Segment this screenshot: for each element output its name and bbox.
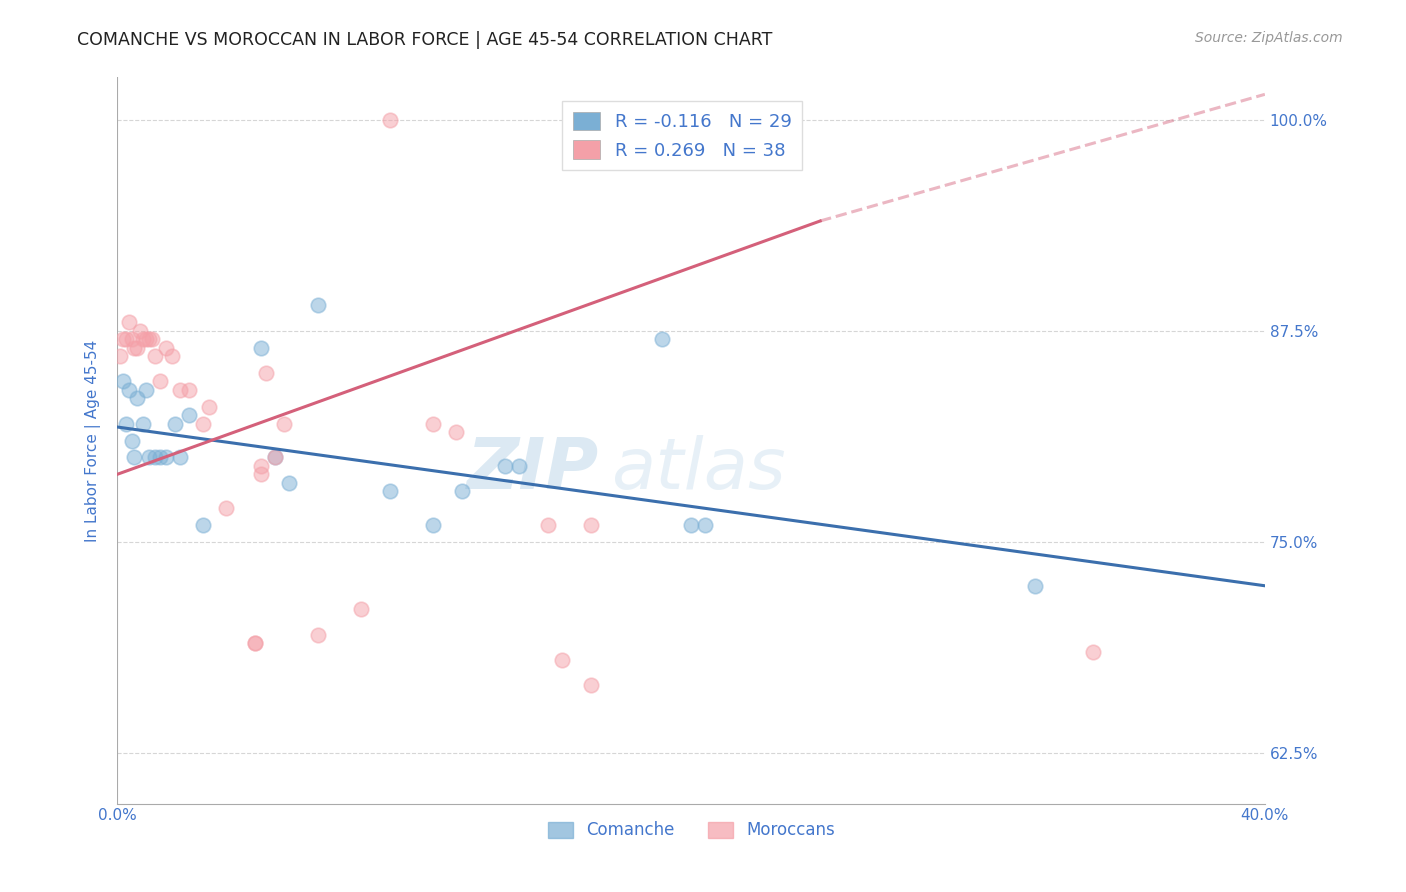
- Point: [1024, 579, 1046, 593]
- Point: [551, 653, 574, 667]
- Point: [127, 392, 149, 406]
- Point: [264, 450, 287, 465]
- Point: [243, 636, 266, 650]
- Point: [132, 417, 155, 431]
- Text: Source: ZipAtlas.com: Source: ZipAtlas.com: [1195, 31, 1343, 45]
- Point: [177, 383, 200, 397]
- Point: [422, 417, 444, 431]
- Point: [124, 341, 146, 355]
- Point: [444, 425, 467, 439]
- Point: [132, 332, 155, 346]
- Point: [579, 518, 602, 533]
- Point: [127, 341, 149, 355]
- Text: ZIP: ZIP: [467, 435, 599, 504]
- Point: [350, 602, 373, 616]
- Point: [149, 375, 172, 389]
- Point: [169, 450, 191, 465]
- Point: [141, 332, 163, 346]
- Point: [215, 501, 238, 516]
- Point: [138, 332, 160, 346]
- Text: COMANCHE VS MOROCCAN IN LABOR FORCE | AGE 45-54 CORRELATION CHART: COMANCHE VS MOROCCAN IN LABOR FORCE | AG…: [77, 31, 773, 49]
- Text: atlas: atlas: [610, 435, 786, 504]
- Point: [536, 518, 558, 533]
- Point: [378, 112, 401, 127]
- Point: [111, 375, 134, 389]
- Point: [155, 341, 177, 355]
- Point: [695, 518, 717, 533]
- Point: [249, 341, 271, 355]
- Point: [307, 298, 329, 312]
- Point: [193, 518, 215, 533]
- Point: [256, 366, 278, 380]
- Point: [264, 450, 287, 465]
- Point: [450, 484, 472, 499]
- Point: [1081, 645, 1104, 659]
- Point: [135, 383, 157, 397]
- Point: [118, 383, 141, 397]
- Point: [111, 332, 134, 346]
- Point: [163, 417, 186, 431]
- Point: [115, 332, 138, 346]
- Point: [143, 349, 166, 363]
- Point: [124, 450, 146, 465]
- Point: [378, 484, 401, 499]
- Point: [422, 518, 444, 533]
- Point: [160, 349, 183, 363]
- Point: [508, 458, 530, 473]
- Point: [273, 417, 295, 431]
- Point: [135, 332, 157, 346]
- Point: [143, 450, 166, 465]
- Point: [138, 450, 160, 465]
- Point: [193, 417, 215, 431]
- Point: [494, 458, 516, 473]
- Point: [579, 678, 602, 692]
- Point: [177, 408, 200, 422]
- Point: [155, 450, 177, 465]
- Point: [681, 518, 703, 533]
- Y-axis label: In Labor Force | Age 45-54: In Labor Force | Age 45-54: [86, 339, 101, 541]
- Point: [307, 628, 329, 642]
- Point: [121, 332, 143, 346]
- Point: [149, 450, 172, 465]
- Point: [243, 636, 266, 650]
- Point: [651, 332, 673, 346]
- Point: [249, 467, 271, 482]
- Point: [121, 434, 143, 448]
- Point: [118, 315, 141, 329]
- Point: [198, 400, 221, 414]
- Point: [115, 417, 138, 431]
- Point: [108, 349, 131, 363]
- Legend: R = -0.116   N = 29, R = 0.269   N = 38: R = -0.116 N = 29, R = 0.269 N = 38: [562, 101, 803, 170]
- Point: [169, 383, 191, 397]
- Point: [129, 324, 152, 338]
- Point: [278, 475, 301, 490]
- Point: [249, 458, 271, 473]
